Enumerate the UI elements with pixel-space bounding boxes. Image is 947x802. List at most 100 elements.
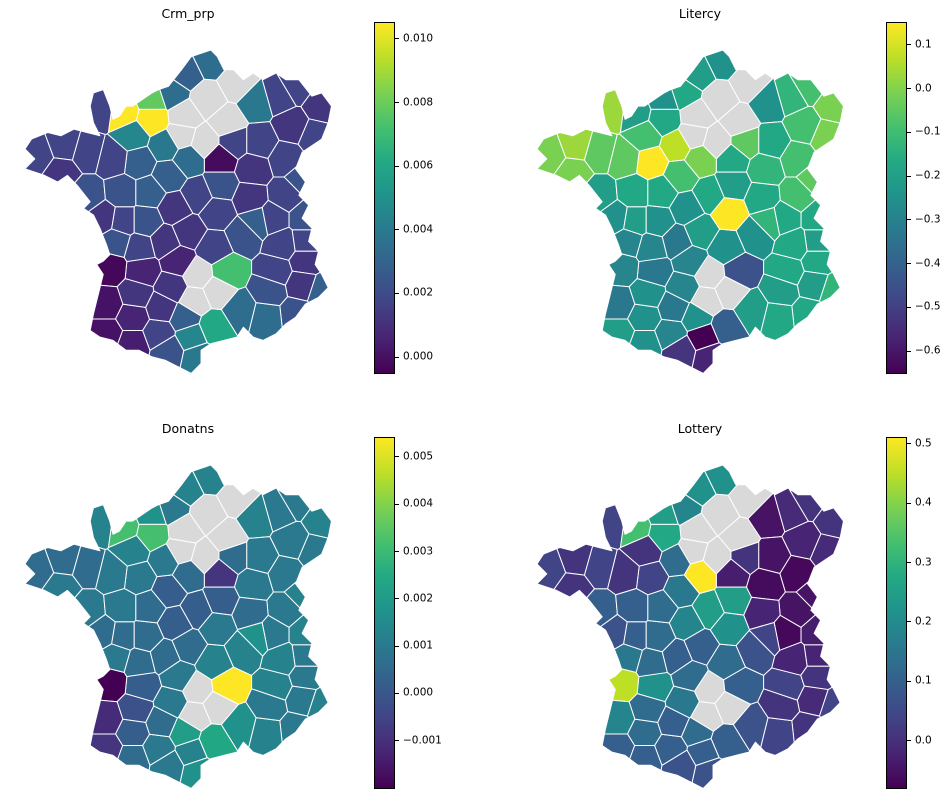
- colorbar-tick: [395, 503, 399, 505]
- colorbar-tick-label: 0.004: [403, 497, 434, 510]
- colorbar-tick: [907, 263, 911, 265]
- colorbar-tick: [907, 88, 911, 90]
- map-title-crm-prp: Crm_prp: [161, 6, 215, 21]
- colorbar-tick-label: −0.001: [403, 734, 442, 747]
- department-landes: [603, 284, 636, 320]
- department-haute-loire: [723, 666, 765, 705]
- department-cote-d-or: [745, 567, 786, 601]
- colorbar-tick-label: 0.5: [915, 437, 932, 450]
- france-choropleth-lottery: [537, 465, 844, 789]
- colorbar-tick: [395, 598, 399, 600]
- department-calvados: [107, 103, 140, 134]
- colorbar-tick-label: 0.000: [403, 350, 434, 363]
- colorbar-tick: [907, 740, 911, 742]
- colorbar-gradient: [886, 22, 907, 374]
- department-morbihan: [41, 572, 83, 599]
- colorbar-tick: [907, 175, 911, 177]
- colorbar-tick: [907, 219, 911, 221]
- map-title-donatns: Donatns: [161, 421, 215, 436]
- department-allier: [709, 612, 750, 647]
- france-choropleth-litercy: [537, 50, 844, 374]
- department-pyrenees-orientales: [179, 757, 211, 789]
- colorbar-tick-label: 0.0: [915, 82, 932, 95]
- map-panel-litercy: Litercy 0.1 0.0 −0.1 −0.2 −0.3 −0.4 −0.5 −0.6: [512, 0, 947, 400]
- colorbar-gradient: [886, 437, 907, 789]
- colorbar-tick-label: 0.2: [915, 615, 932, 628]
- france-choropleth-donatns: [25, 465, 332, 789]
- colorbar-tick: [395, 645, 399, 647]
- colorbar-tick: [395, 740, 399, 742]
- department-manche: [89, 504, 112, 551]
- map-title-lottery: Lottery: [677, 421, 723, 436]
- colorbar-tick-label: 0.002: [403, 286, 434, 299]
- colorbar-tick-label: 0.001: [403, 639, 434, 652]
- department-morbihan: [553, 572, 595, 599]
- department-landes: [91, 284, 124, 320]
- colorbar-tick: [395, 102, 399, 104]
- colorbar-tick: [907, 562, 911, 564]
- department-pyrenees-atlantiques: [89, 733, 124, 760]
- colorbar-tick-label: 0.006: [403, 159, 434, 172]
- colorbar-tick-label: −0.4: [915, 257, 941, 270]
- colorbar-tick-label: −0.3: [915, 213, 941, 226]
- colorbar-tick-label: −0.6: [915, 344, 941, 357]
- department-savoie: [291, 644, 319, 667]
- colorbar-litercy: 0.1 0.0 −0.1 −0.2 −0.3 −0.4 −0.5 −0.6: [886, 22, 947, 374]
- colorbar-tick-label: 0.002: [403, 592, 434, 605]
- department-manche: [89, 89, 112, 136]
- department-alpes-maritimes: [818, 271, 841, 303]
- department-morbihan: [553, 157, 595, 184]
- colorbar-tick-label: 0.005: [403, 450, 434, 463]
- colorbar-tick: [907, 443, 911, 445]
- colorbar-tick: [907, 306, 911, 308]
- department-pyrenees-atlantiques: [89, 318, 124, 345]
- department-alpes-maritimes: [306, 271, 329, 303]
- colorbar-tick: [395, 456, 399, 458]
- colorbar-tick: [395, 551, 399, 552]
- department-allier: [197, 612, 238, 647]
- department-calvados: [619, 518, 652, 549]
- colorbar-tick: [395, 356, 399, 358]
- colorbar-tick-label: 0.4: [915, 496, 932, 509]
- colorbar-tick: [395, 292, 399, 294]
- colorbar-tick: [907, 502, 911, 504]
- department-haute-loire: [723, 251, 765, 290]
- map-title-litercy: Litercy: [678, 6, 722, 21]
- colorbar-tick-label: −0.1: [915, 125, 941, 138]
- department-pyrenees-atlantiques: [601, 318, 636, 345]
- colorbar-lottery: 0.5 0.4 0.3 0.2 0.1 0.0: [886, 437, 947, 789]
- department-cote-d-or: [745, 152, 786, 186]
- department-calvados: [619, 103, 652, 134]
- department-allier: [709, 197, 750, 232]
- department-pyrenees-orientales: [691, 757, 723, 789]
- department-savoie: [291, 229, 319, 252]
- colorbar-tick-label: −0.2: [915, 169, 941, 182]
- colorbar-gradient: [374, 437, 395, 789]
- colorbar-tick: [907, 44, 911, 46]
- department-morbihan: [41, 157, 83, 184]
- colorbar-tick-label: 0.010: [403, 32, 434, 45]
- france-choropleth-crm-prp: [25, 50, 332, 374]
- colorbar-tick: [395, 38, 399, 40]
- colorbar-tick: [395, 165, 399, 167]
- colorbar-tick-label: 0.3: [915, 555, 932, 568]
- department-landes: [603, 699, 636, 735]
- department-savoie: [803, 644, 831, 667]
- department-savoie: [803, 229, 831, 252]
- department-haute-loire: [211, 666, 253, 705]
- colorbar-gradient: [374, 22, 395, 374]
- colorbar-tick: [907, 350, 911, 352]
- colorbar-tick-label: 0.1: [915, 674, 932, 687]
- department-cote-d-or: [233, 152, 274, 186]
- colorbar-tick-label: −0.5: [915, 300, 941, 313]
- colorbar-donatns: 0.005 0.004 0.003 0.002 0.001 0.000 −0.001: [374, 437, 444, 789]
- colorbar-tick: [907, 680, 911, 682]
- department-haute-loire: [211, 251, 253, 290]
- map-panel-crm-prp: Crm_prp 0.010 0.008 0.006 0.004 0.002 0.000: [0, 0, 470, 400]
- department-allier: [197, 197, 238, 232]
- colorbar-tick-label: 0.004: [403, 223, 434, 236]
- colorbar-tick-label: 0.0: [915, 733, 932, 746]
- department-cote-d-or: [233, 567, 274, 601]
- colorbar-tick-label: 0.003: [403, 544, 434, 557]
